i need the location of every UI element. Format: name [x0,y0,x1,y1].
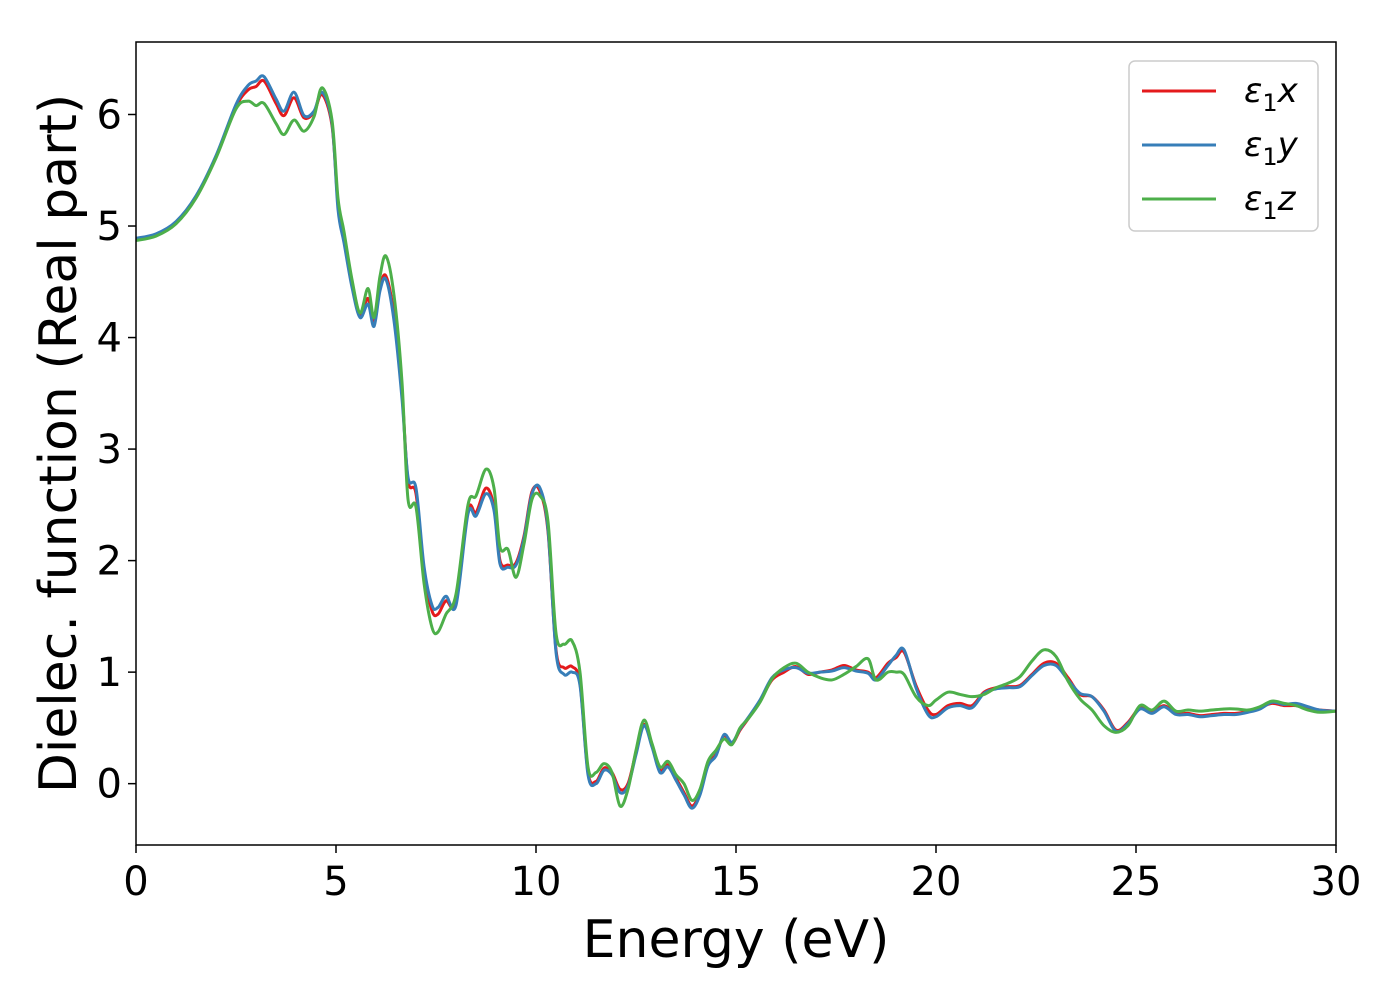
legend-box [1128,60,1319,232]
x-ticks: 0 5 10 15 20 25 30 [123,845,1361,905]
y-tick-label: 5 [97,204,122,250]
legend-label-x: ε1x [1244,71,1299,117]
y-tick-label: 3 [97,427,122,473]
x-tick-label: 10 [511,859,562,905]
x-tick-label: 5 [323,859,348,905]
legend: ε1x ε1y ε1z [1128,60,1319,232]
series-line-y [136,74,1336,810]
x-tick-label: 30 [1311,859,1362,905]
series-layer [136,74,1336,810]
y-tick-label: 2 [97,539,122,585]
y-tick-label: 4 [97,316,122,362]
x-tick-label: 25 [1111,859,1162,905]
x-tick-label: 20 [911,859,962,905]
y-ticks: 0 1 2 3 4 5 6 [97,92,136,808]
x-tick-label: 0 [123,859,148,905]
y-tick-label: 0 [97,762,122,808]
legend-items: ε1x ε1y ε1z [1142,71,1299,225]
x-axis-label: Energy (eV) [583,910,890,970]
y-tick-label: 6 [97,92,122,138]
x-tick-label: 15 [711,859,762,905]
legend-label-y: ε1y [1244,125,1299,171]
legend-label-z: ε1z [1244,179,1297,225]
series-line-z [136,86,1336,808]
y-tick-label: 1 [97,650,122,696]
y-axis-label: Dielec. function (Real part) [29,94,89,793]
